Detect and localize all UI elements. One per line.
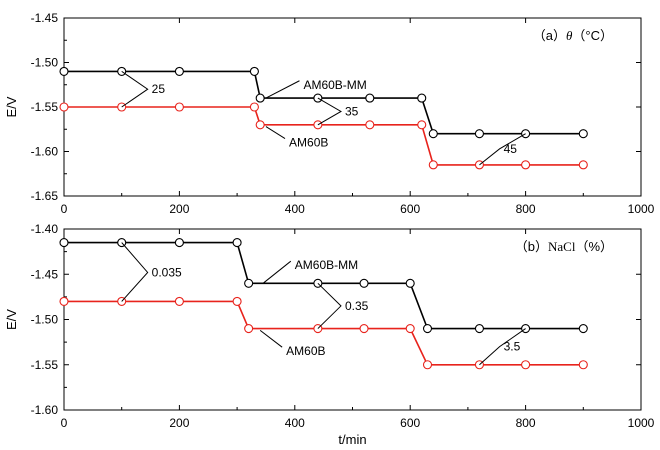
x-tick-label: 200 (169, 416, 189, 430)
data-point (428, 160, 438, 170)
series-line-am60b-mm (64, 241, 584, 330)
difference-bracket (121, 70, 149, 108)
x-tick-label: 1000 (628, 416, 655, 430)
y-tick-label: -1.50 (31, 313, 59, 327)
y-tick-label: -1.55 (31, 100, 59, 114)
series-line-am60b-mm (64, 70, 584, 135)
difference-label: 0.35 (345, 299, 369, 313)
y-axis-title: E/V (4, 309, 19, 330)
y-tick-label: -1.60 (31, 403, 59, 417)
series-label-leader (265, 126, 286, 140)
series-label-leader (265, 80, 300, 99)
panel-symbol: θ (566, 28, 573, 43)
difference-bracket (317, 282, 342, 329)
data-point (59, 238, 69, 248)
x-tick-label: 0 (61, 202, 68, 216)
data-point (174, 66, 184, 76)
data-point (422, 360, 433, 370)
series-label-leader (259, 329, 283, 348)
data-point (255, 120, 265, 130)
x-tick-label: 200 (169, 202, 189, 216)
x-tick-label: 1000 (628, 202, 655, 216)
y-tick-label: -1.65 (31, 189, 59, 203)
difference-bracket (479, 328, 526, 366)
series-label: AM60B (286, 344, 325, 358)
x-tick-label: 800 (516, 202, 536, 216)
data-point (405, 278, 415, 288)
series-label: AM60B-MM (295, 258, 358, 272)
x-tick-label: 600 (400, 202, 420, 216)
y-tick-label: -1.60 (31, 145, 59, 159)
series-label: AM60B-MM (303, 78, 366, 92)
data-point (417, 120, 427, 130)
data-point (59, 102, 69, 112)
data-point (255, 93, 265, 103)
difference-bracket (121, 242, 149, 302)
data-point (365, 93, 375, 103)
difference-label: 25 (152, 82, 166, 96)
difference-bracket (317, 97, 342, 126)
data-point (521, 360, 531, 370)
data-point (578, 160, 588, 170)
data-point (422, 323, 433, 334)
data-point (359, 278, 369, 288)
data-point (59, 296, 69, 306)
data-point (232, 296, 242, 306)
series-line-am60b (64, 106, 584, 166)
difference-label: 45 (504, 142, 518, 156)
data-point (365, 120, 375, 130)
data-point (174, 238, 184, 248)
data-point (578, 129, 588, 139)
panel-title: （a）θ（°C） (533, 28, 613, 43)
panel-title: （b）NaCl（%） (515, 239, 613, 254)
difference-label: 0.035 (152, 265, 182, 279)
difference-bracket (479, 133, 526, 166)
data-point (405, 323, 415, 334)
series-line-am60b (64, 300, 584, 366)
difference-label: 3.5 (504, 340, 521, 354)
x-tick-label: 800 (516, 416, 536, 430)
y-tick-label: -1.40 (31, 222, 59, 236)
data-point (249, 66, 259, 76)
x-axis-title: t/min (338, 432, 366, 447)
panel-symbol: NaCl (548, 239, 576, 254)
data-point (174, 102, 184, 112)
plot-frame (63, 228, 642, 411)
data-point (578, 360, 588, 370)
data-point (521, 160, 531, 170)
panel-a: 0 200 400 600 800 1000 -1.65 -1.60 -1.55 -1.50 -1.… (4, 11, 655, 216)
data-point (174, 296, 184, 306)
y-tick-label: -1.50 (31, 56, 59, 70)
data-point (249, 102, 259, 112)
data-point (359, 323, 369, 334)
series-label: AM60B (289, 136, 328, 150)
panel-unit: （%） (575, 239, 613, 254)
data-point (232, 238, 242, 248)
y-tick-label: -1.55 (31, 358, 59, 372)
panel-label: （b） (515, 239, 548, 254)
data-point (474, 323, 484, 334)
data-point (244, 278, 254, 288)
data-point (244, 323, 254, 334)
panel-unit: （°C） (572, 28, 613, 43)
data-point (578, 323, 588, 334)
y-tick-label: -1.45 (31, 267, 59, 281)
x-tick-label: 400 (285, 416, 305, 430)
difference-label: 35 (345, 104, 359, 118)
y-tick-label: -1.45 (31, 11, 59, 25)
data-point (59, 66, 69, 76)
x-tick-label: 0 (61, 416, 68, 430)
data-point (417, 93, 427, 103)
data-point (474, 129, 484, 139)
x-tick-label: 400 (285, 202, 305, 216)
data-point (428, 129, 438, 139)
panel-b: 0 200 400 600 800 1000 -1.60 -1.55 -1.50 -1.45 -1.… (4, 222, 655, 447)
x-tick-label: 600 (400, 416, 420, 430)
series-label-leader (262, 260, 292, 284)
panel-label: （a） (533, 28, 566, 43)
y-axis-title: E/V (4, 96, 19, 117)
